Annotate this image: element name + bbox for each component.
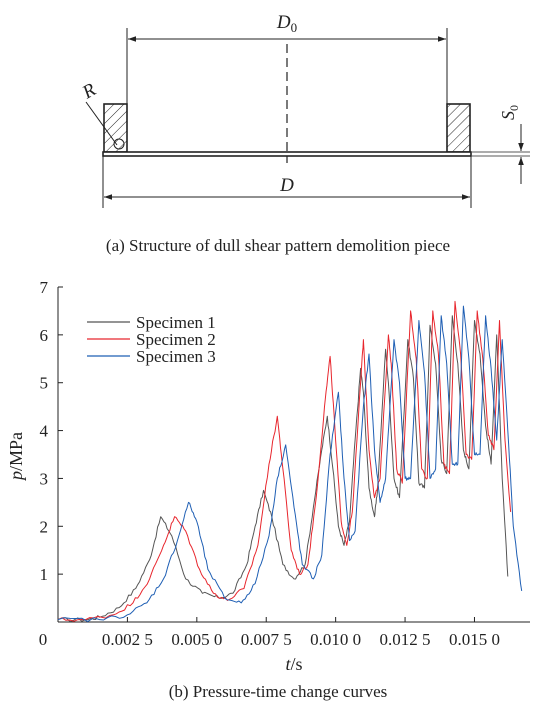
radius-label: R	[78, 79, 100, 104]
y-tick-label: 7	[40, 278, 49, 297]
caption-b: (b) Pressure-time change curves	[169, 682, 388, 701]
x-tick-label: 0.015 0	[449, 630, 500, 649]
series-line-specimen-2	[57, 300, 512, 622]
legend-label: Specimen 2	[136, 330, 216, 349]
y-tick-label: 2	[40, 517, 49, 536]
d0-label: D0	[276, 12, 297, 35]
base-plate	[102, 151, 472, 157]
x-tick-label: 0.005 0	[171, 630, 222, 649]
x-tick-label: 0.007 5	[241, 630, 292, 649]
y-tick-label: 6	[40, 326, 49, 345]
radius-leader	[85, 101, 118, 146]
x-tick-label: 0.002 5	[102, 630, 153, 649]
d-label: D	[279, 175, 294, 196]
series-line-specimen-1	[57, 315, 509, 622]
series-line-specimen-3	[57, 305, 523, 623]
radius-circle	[113, 138, 125, 150]
legend-label: Specimen 1	[136, 313, 216, 332]
x-tick-label: 0.010 0	[310, 630, 361, 649]
y-tick-label: 1	[40, 565, 49, 584]
right-hatched-block	[446, 103, 471, 153]
legend-label: Specimen 3	[136, 347, 216, 366]
x-axis-label: t/s	[285, 654, 302, 674]
s0-label: S0	[498, 105, 521, 120]
x-tick-label: 0.012 5	[380, 630, 431, 649]
y-tick-label: 5	[40, 374, 49, 393]
pressure-time-chart: 1 2 3 4 5 6 7 0 0.002 5 0.005 0 0.007 5 0.010 0 0.0…	[6, 278, 530, 674]
y-axis-label: p/MPa	[6, 432, 26, 482]
y-tick-label: 4	[40, 422, 49, 441]
caption-a: (a) Structure of dull shear pattern demo…	[106, 236, 450, 255]
y-tick-label: 3	[40, 469, 49, 488]
structure-diagram: D0 R S0 D	[78, 12, 530, 208]
x-tick-label: 0	[39, 630, 48, 649]
